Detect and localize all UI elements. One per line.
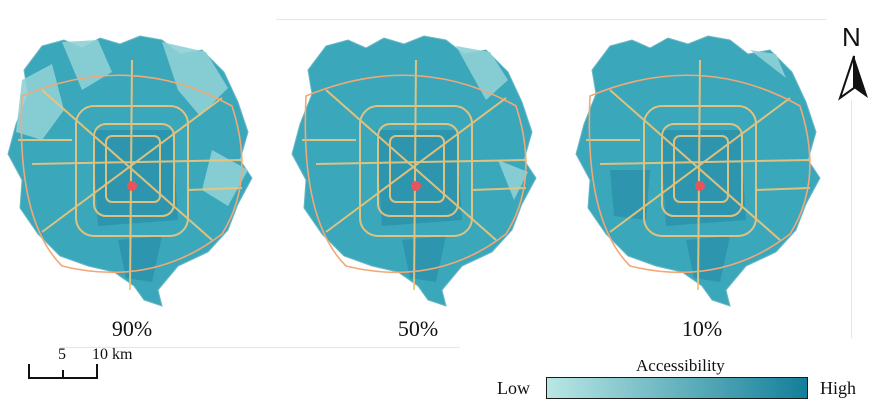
north-arrow: N xyxy=(834,22,874,102)
north-letter: N xyxy=(842,22,861,52)
scale-bar-line xyxy=(28,364,98,379)
city-map-shape xyxy=(291,35,537,307)
legend-low-label: Low xyxy=(497,378,530,398)
legend-title: Accessibility xyxy=(636,356,725,375)
legend-color-ramp xyxy=(546,377,808,399)
scale-bar: 5 10 km xyxy=(28,346,148,388)
panel-label-90: 90% xyxy=(111,316,153,341)
map-panel-10 xyxy=(575,35,821,307)
frame-line-bottom xyxy=(60,347,460,348)
panel-label-10: 10% xyxy=(681,316,723,341)
frame-line-right xyxy=(851,100,852,338)
frame-line-top xyxy=(276,19,826,20)
panel-label-50: 50% xyxy=(397,316,439,341)
north-arrow-icon xyxy=(838,55,868,101)
scale-tick-5: 5 xyxy=(58,346,66,363)
legend-high-label: High xyxy=(820,378,856,398)
map-panel-90 xyxy=(7,35,253,307)
scale-tick-10km: 10 km xyxy=(92,346,133,363)
city-map-shape xyxy=(575,35,821,307)
map-panel-50 xyxy=(291,35,537,307)
city-map-shape xyxy=(7,35,253,307)
